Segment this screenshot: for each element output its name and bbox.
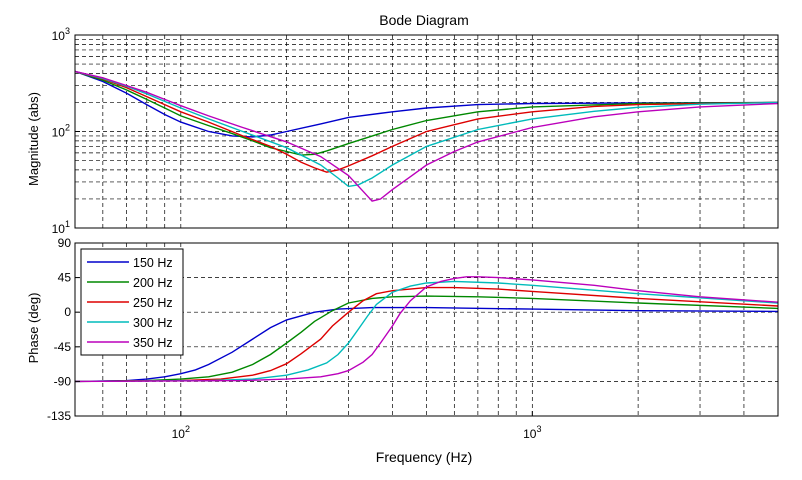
phase-y-tick-label: -135 [47,409,71,423]
chart-title: Bode Diagram [379,12,469,28]
magnitude-y-tick-label: 101 [52,219,70,236]
magnitude-grid [75,35,778,228]
phase-y-tick-label: 90 [58,236,72,250]
magnitude-y-axis-label: Magnitude (abs) [26,92,41,186]
magnitude-line-300-hz [74,70,779,188]
magnitude-series-group [74,70,779,202]
legend-label: 350 Hz [133,336,173,350]
phase-line-200-hz [74,295,779,383]
magnitude-y-tick-label-exponent: 1 [65,219,70,229]
magnitude-line-350-hz [74,70,779,202]
magnitude-line-250-hz [74,70,779,173]
legend-label: 300 Hz [133,316,173,330]
phase-line-150-hz [74,306,779,383]
phase-y-tick-label: -45 [54,340,72,354]
x-tick-label: 103 [523,424,541,441]
phase-grid [75,243,778,416]
x-tick-label: 102 [172,424,190,441]
magnitude-y-tick-label-base: 10 [52,29,66,43]
x-tick-label-base: 10 [523,427,537,441]
x-tick-label-exponent: 3 [536,424,541,434]
phase-plot-frame [74,242,779,417]
legend-label: 150 Hz [133,256,173,270]
x-tick-label-base: 10 [172,427,186,441]
magnitude-line-150-hz [74,70,779,138]
magnitude-y-tick-label: 102 [52,123,70,140]
phase-line-250-hz [74,286,779,383]
legend: 150 Hz 200 Hz 250 Hz 300 Hz 350 Hz [80,248,184,356]
phase-y-axis-label: Phase (deg) [26,293,41,364]
phase-y-tick-label: 0 [64,305,71,319]
magnitude-y-tick-label: 103 [52,26,70,43]
x-axis-label: Frequency (Hz) [376,449,472,465]
x-tick-label-exponent: 2 [185,424,190,434]
phase-line-300-hz [74,280,779,383]
magnitude-line-200-hz [74,70,779,156]
magnitude-y-tick-label-exponent: 3 [65,26,70,36]
phase-series-group [74,276,779,383]
legend-label: 200 Hz [133,276,173,290]
magnitude-y-tick-label-base: 10 [52,126,66,140]
legend-label: 250 Hz [133,296,173,310]
phase-y-tick-label: -90 [54,374,72,388]
phase-line-350-hz [74,276,779,383]
phase-y-tick-label: 45 [58,271,72,285]
magnitude-y-tick-label-exponent: 2 [65,123,70,133]
magnitude-y-tick-label-base: 10 [52,222,66,236]
